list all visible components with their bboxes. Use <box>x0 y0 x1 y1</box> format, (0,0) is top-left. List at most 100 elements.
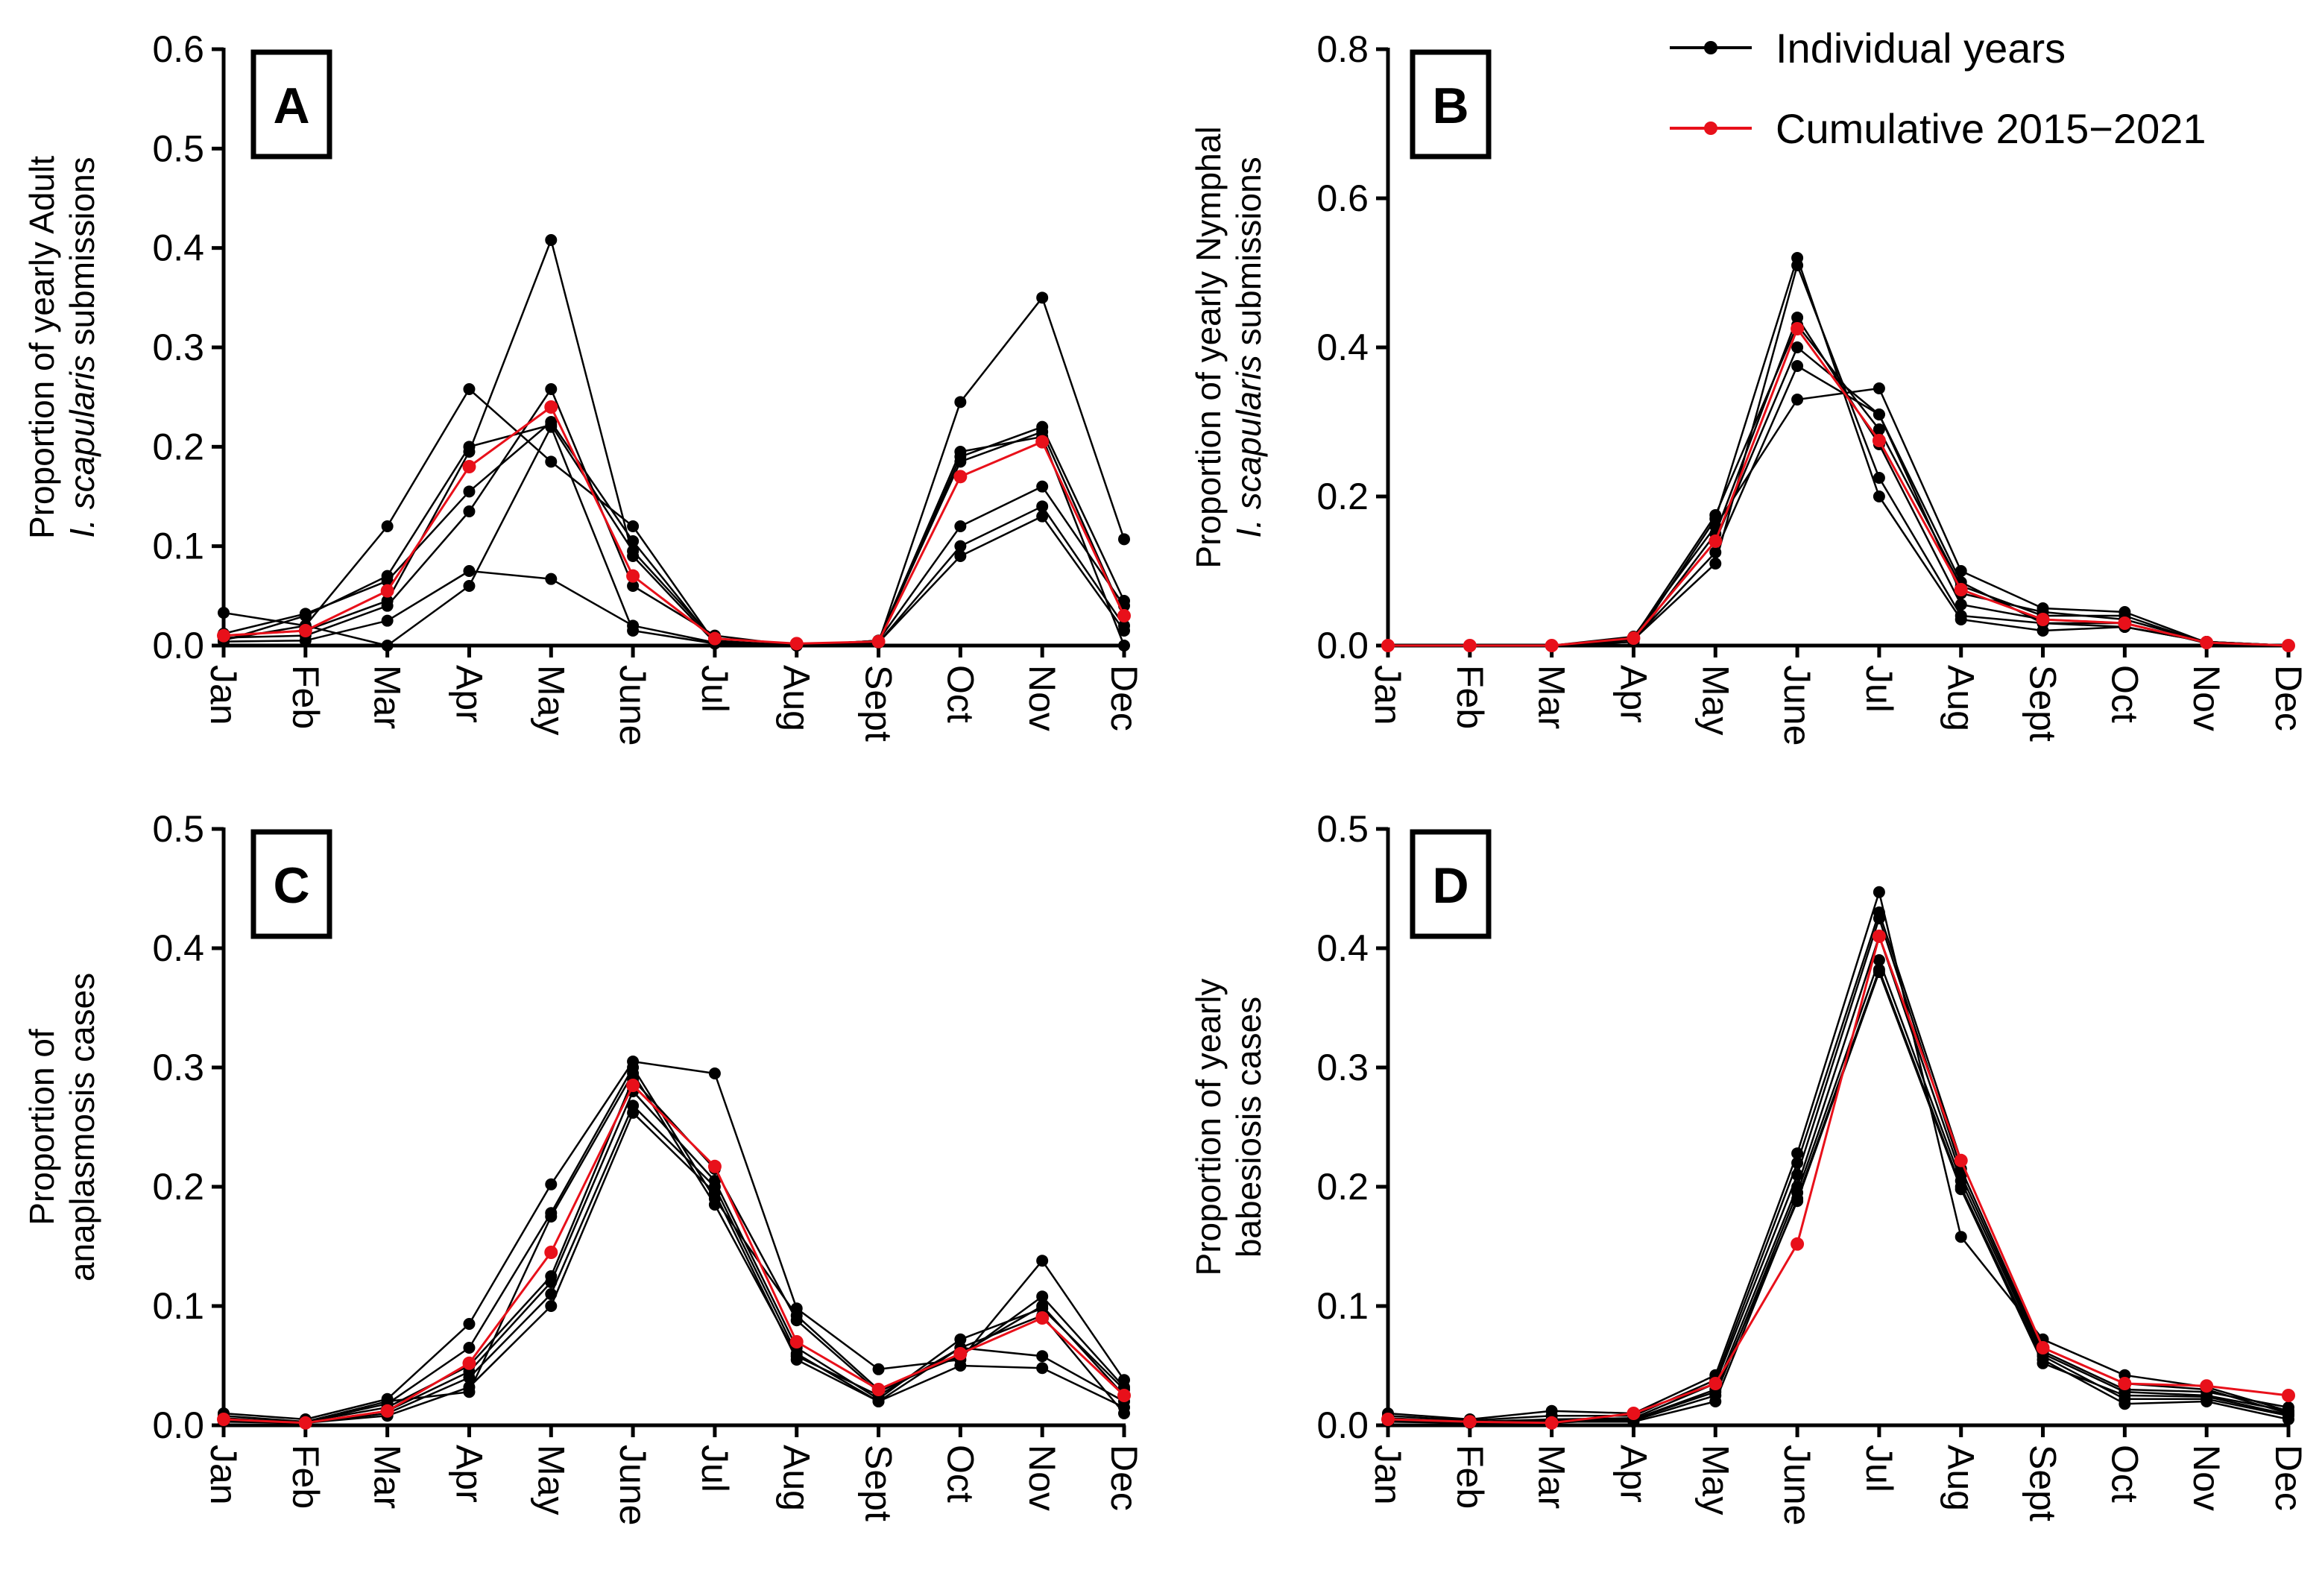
panel-b-y-tick-label: 0.8 <box>1316 28 1369 70</box>
panel-c-cumulative-point <box>953 1347 968 1360</box>
panel-a-x-tick-label: Sept <box>858 665 900 742</box>
panel-d-series-point <box>1873 886 1885 898</box>
panel-a-y-tick-label: 0.5 <box>152 127 204 169</box>
panel-d-y-tick-label: 0.1 <box>1316 1285 1369 1327</box>
panel-d-series-point <box>1873 912 1885 924</box>
panel-b-x-tick-label: Jul <box>1858 665 1900 713</box>
panel-a-y-axis-label-rest: submissions <box>63 157 101 355</box>
panel-a-series-point <box>545 234 558 246</box>
panel-c-cumulative-point <box>626 1079 640 1092</box>
panel-a-series-point <box>954 540 967 552</box>
panel-a-series-point <box>463 383 476 395</box>
panel-b-x-tick-label: Nov <box>2186 665 2227 731</box>
panel-a-cumulative-point <box>298 624 312 637</box>
panel-c-series-point <box>708 1199 721 1211</box>
panel-d-series-line <box>1387 891 2289 1421</box>
panel-c-cumulative-point <box>789 1335 804 1349</box>
panel-a-series-point <box>381 640 394 652</box>
panel-a-x-tick-label: Jan <box>203 665 244 725</box>
panel-d-y-tick-label: 0.2 <box>1316 1166 1369 1208</box>
panel-d-cumulative-point <box>2282 1389 2295 1402</box>
panel-a-series-line <box>223 239 1126 647</box>
panel-a-y-tick-label: 0.1 <box>152 526 204 567</box>
panel-d-cumulative-point <box>1709 1377 1723 1390</box>
panel-b-y-tick-label: 0.6 <box>1316 177 1369 219</box>
panel-b-x-tick-label: Mar <box>1531 665 1573 729</box>
panel-b-cumulative-point <box>2118 616 2132 630</box>
panel-a-series-point <box>463 485 476 498</box>
panel-b-series-point <box>1791 394 1804 406</box>
panel-b-series-line <box>1388 264 2289 647</box>
panel-d-y-tick-label: 0.4 <box>1316 927 1369 969</box>
panel-b-y-tick-label: 0.0 <box>1316 625 1369 666</box>
panel-c-x-tick-label: Sept <box>858 1445 900 1521</box>
panel-d-x-tick-label: Aug <box>1940 1445 1982 1511</box>
panel-c-series-point <box>463 1386 476 1398</box>
panel-b-series-point <box>1791 360 1804 372</box>
panel-b-series-line <box>1388 387 2289 647</box>
panel-b-cumulative-point <box>1872 434 1886 447</box>
panel-c-series-point <box>545 1178 558 1190</box>
panel-b-x-tick-label: Oct <box>2104 665 2145 723</box>
panel-a-series-line <box>223 426 1126 647</box>
panel-d-cumulative-point <box>1954 1153 1968 1167</box>
panel-d-cumulative-point <box>2118 1377 2132 1390</box>
panel-d-x-tick-label: Feb <box>1449 1445 1491 1509</box>
panel-d-cumulative-point <box>2036 1341 2050 1354</box>
panel-c-x-tick-label: Jul <box>694 1445 736 1492</box>
panel-c-letter: C <box>273 857 309 914</box>
panel-a-series-point <box>463 580 476 592</box>
panel-a-series-point <box>627 550 640 562</box>
panel-d-x-tick-label: Apr <box>1612 1445 1654 1503</box>
panel-b-series-point <box>2118 606 2131 618</box>
panel-b-cumulative-line <box>1388 327 2289 647</box>
panel-b-series-point <box>1873 409 1885 420</box>
panel-b-cumulative-point <box>1463 639 1477 652</box>
panel-d-cumulative-point <box>1545 1416 1559 1430</box>
panel-d-x-tick-label: June <box>1776 1445 1818 1525</box>
panel-a-y-axis-label: Proportion of yearly AdultI. scapularis … <box>22 156 101 539</box>
panel-c-series-point <box>708 1067 721 1079</box>
panel-c-y-tick-label: 0.1 <box>152 1285 204 1327</box>
panel-a-x-tick-label: May <box>530 665 572 735</box>
panel-a-cumulative-point <box>1117 609 1131 622</box>
panel-a-series-point <box>299 634 312 647</box>
legend-individual-label: Individual years <box>1776 25 2066 72</box>
panel-d-cumulative-point <box>1463 1415 1477 1429</box>
panel-a-y-tick-label: 0.3 <box>152 327 204 368</box>
panel-d-series-point <box>1955 1183 1967 1196</box>
panel-d-series-point <box>1873 966 1885 978</box>
panel-a-series-point <box>1118 640 1130 652</box>
panel-a-series-point <box>627 625 640 637</box>
panel-b-x-tick-label: Aug <box>1940 665 1982 731</box>
panel-c-series-point <box>1036 1362 1049 1375</box>
panel-a-series-point <box>954 396 967 409</box>
panel-c-series-line <box>223 1104 1125 1425</box>
panel-c-x-tick-label: Oct <box>939 1445 981 1503</box>
panel-a-series-point <box>463 446 476 458</box>
panel-a-series-point <box>627 535 640 547</box>
panel-d-series-point <box>2282 1408 2294 1421</box>
panel-b-y-tick-label: 0.4 <box>1316 327 1369 368</box>
panel-d-y-tick-label: 0.5 <box>1316 808 1369 850</box>
legend-cumulative-marker <box>1704 122 1717 135</box>
panel-c-series-point <box>545 1211 558 1223</box>
panel-d-x-tick-label: Oct <box>2104 1445 2145 1503</box>
panel-a-series-point <box>381 599 394 612</box>
panel-d-x-tick-label: May <box>1694 1445 1736 1515</box>
panel-c-x-tick-label: Feb <box>285 1445 326 1509</box>
panel-d-series-line <box>1387 917 2289 1423</box>
panel-b-cumulative-point <box>1791 322 1805 335</box>
panel-c-series-line <box>223 1066 1125 1423</box>
panel-c-y-tick-label: 0.2 <box>152 1166 204 1208</box>
panel-b-series-point <box>1955 610 1967 622</box>
panel-d-series-point <box>2037 1357 2049 1369</box>
panel-c-series-point <box>790 1314 803 1327</box>
panel-c-series-point <box>954 1360 967 1372</box>
panel-d-series-point <box>1955 1231 1967 1243</box>
panel-a-x-tick-label: Dec <box>1103 665 1145 731</box>
panel-a-series-point <box>627 520 640 532</box>
panel-a-y-tick-label: 0.4 <box>152 227 204 269</box>
panel-b-y-axis-label-species: I. scapularis <box>1229 355 1268 537</box>
panel-a-series-line <box>223 505 1126 647</box>
